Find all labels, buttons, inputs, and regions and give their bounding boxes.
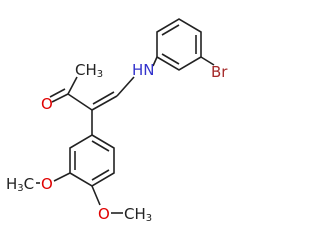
label-part: 3 (146, 213, 152, 224)
label-part: 3 (97, 69, 103, 80)
label-part: CH (124, 205, 146, 223)
label-part: O (41, 95, 53, 113)
bond (49, 88, 66, 98)
bond (51, 93, 69, 103)
bond (161, 53, 180, 65)
atom-label: CH3 (75, 61, 103, 81)
atom-label: O (41, 175, 53, 193)
ring (156, 18, 202, 71)
ring (69, 134, 115, 187)
bond (67, 76, 78, 95)
label-part: Br (211, 63, 228, 81)
bond (91, 169, 110, 181)
label-part: HN (132, 61, 155, 79)
bond (91, 185, 101, 206)
bonds (36, 18, 215, 214)
bond (91, 140, 110, 152)
structure-diagram: CH3 O HN Br H3C O O CH3 (6, 18, 228, 225)
bond (53, 172, 71, 182)
atom-label: CH3 (124, 205, 152, 225)
bond (92, 91, 115, 105)
bond (67, 93, 93, 111)
bond (152, 56, 158, 67)
bond (116, 76, 135, 97)
atom-label: O (41, 95, 53, 113)
atom-label: HN (132, 61, 155, 79)
atom-label: H3C (6, 175, 34, 195)
bond (161, 24, 180, 36)
label-part: CH (75, 61, 97, 79)
label-part: H (6, 175, 17, 193)
label-part: O (41, 175, 53, 193)
label-part: 3 (17, 183, 23, 194)
label-part: O (98, 205, 110, 223)
atom-label: O (98, 205, 110, 223)
bond (91, 95, 118, 111)
bond (200, 56, 215, 66)
atom-label: Br (211, 63, 228, 81)
label-part: C (24, 175, 34, 193)
